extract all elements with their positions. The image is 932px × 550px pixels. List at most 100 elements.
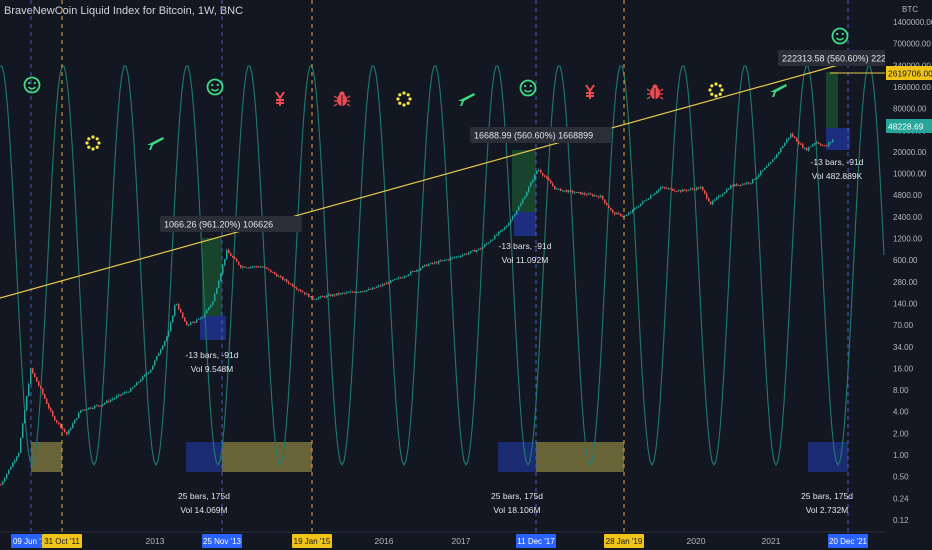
candle-body — [598, 196, 600, 198]
candle-body — [638, 206, 640, 208]
y-axis[interactable]: BTC 1400000.00 700000.00 340000.00 160000.00… — [885, 0, 932, 532]
candle-body — [468, 252, 470, 255]
smiley-icon — [831, 27, 849, 45]
candle-body — [510, 219, 512, 224]
bug-legs — [646, 88, 664, 100]
candle-body — [374, 287, 376, 289]
date-mark-3: 19 Jan '15 — [294, 537, 331, 546]
candle-body — [318, 297, 320, 299]
candle-body — [560, 188, 562, 191]
candle-body — [238, 261, 240, 265]
candle-body — [428, 264, 430, 267]
dot — [87, 137, 91, 141]
candle-body — [766, 166, 768, 168]
candle-body — [260, 266, 262, 268]
candle-body — [484, 244, 486, 247]
candle-body — [148, 372, 150, 374]
candle-body — [346, 292, 348, 294]
candle-body — [364, 291, 366, 293]
smiley-mouth — [27, 86, 37, 90]
dot — [408, 97, 412, 101]
y-tick-label: 160000.00 — [893, 83, 931, 92]
candle-body — [552, 183, 554, 186]
date-mark-box-1 — [42, 534, 82, 548]
candle-body — [256, 266, 258, 268]
candle-body — [28, 384, 30, 397]
candle-body — [76, 418, 78, 420]
candle-body — [700, 186, 702, 189]
candle-body — [24, 410, 26, 424]
candle-body — [542, 173, 544, 176]
candle-body — [726, 189, 728, 193]
candle-body — [822, 145, 824, 147]
smiley-mouth — [210, 88, 220, 92]
candle-body — [158, 353, 160, 356]
candle-body — [806, 148, 808, 151]
candle-body — [162, 345, 164, 350]
candle-body — [812, 144, 814, 147]
x-tick-label: 2021 — [762, 536, 781, 546]
candle-body — [204, 313, 206, 317]
candle-body — [98, 405, 100, 407]
candle-body — [360, 291, 362, 293]
candle-body — [706, 193, 708, 199]
y-tick-label: 0.12 — [893, 516, 909, 525]
y-tick-label: 20000.00 — [893, 148, 927, 157]
y-tick-label: 140.00 — [893, 300, 918, 309]
candle-body — [732, 185, 734, 187]
candle-body — [664, 187, 666, 189]
candle-body — [546, 176, 548, 178]
candle-body — [344, 292, 346, 294]
candle-body — [586, 194, 588, 196]
candle-body — [818, 142, 820, 144]
y-tick-label: 280.00 — [893, 278, 918, 287]
candle-body — [130, 388, 132, 392]
candle-body — [814, 143, 816, 145]
drop-box-2 — [826, 128, 850, 150]
candle-body — [388, 282, 390, 284]
cycle-band-2 — [222, 442, 312, 472]
candle-body — [316, 298, 318, 300]
candle-body — [390, 280, 392, 284]
candle-body — [176, 304, 178, 306]
date-mark-2: 25 Nov '13 — [203, 537, 242, 546]
dot — [718, 92, 722, 96]
candle-body — [410, 271, 412, 275]
dot — [85, 141, 89, 145]
candle-body — [610, 208, 612, 210]
candle-body — [538, 170, 540, 172]
date-mark-6: 20 Dec '21 — [829, 537, 868, 546]
candle-body — [540, 170, 542, 174]
candle-body — [296, 287, 298, 290]
candle-body — [268, 268, 270, 270]
candle-body — [578, 192, 580, 193]
y-tick-label: 0.24 — [893, 494, 909, 503]
candle-body — [396, 278, 398, 280]
cycle-band-5 — [808, 442, 848, 472]
smiley-eye — [529, 84, 532, 88]
bug-icon — [646, 84, 664, 100]
candle-body — [244, 266, 246, 268]
candle-body — [392, 280, 394, 281]
candle-body — [228, 250, 230, 254]
smiley-icon — [23, 76, 41, 94]
candle-body — [626, 215, 628, 216]
candle-body — [42, 388, 44, 395]
candle-body — [704, 190, 706, 194]
dot — [714, 94, 718, 98]
drop-label-line1-0: -13 bars, -91d — [186, 350, 239, 360]
dot — [406, 101, 410, 105]
candle-body — [594, 195, 596, 197]
sine-wave — [0, 65, 885, 467]
candle-body — [544, 175, 546, 177]
x-tick-label: 2020 — [687, 536, 706, 546]
candle-body — [612, 209, 614, 213]
candle-body — [524, 196, 526, 200]
candle-body — [328, 294, 330, 296]
candle-body — [690, 188, 692, 190]
y-tick-label: 1200.00 — [893, 235, 922, 244]
candle-body — [692, 188, 694, 190]
candle-body — [112, 398, 114, 400]
candle-body — [354, 292, 356, 293]
